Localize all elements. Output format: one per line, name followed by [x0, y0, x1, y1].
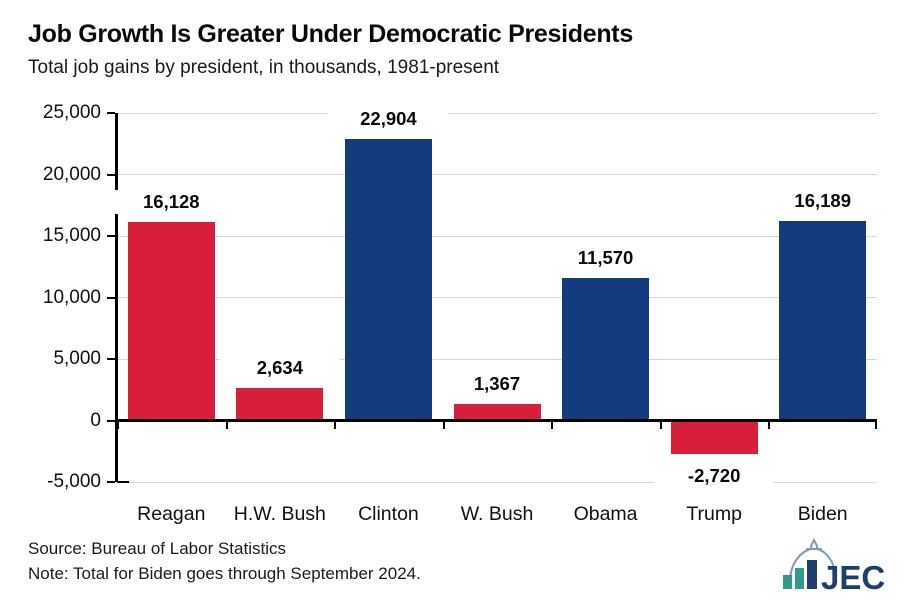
gridline: [117, 358, 877, 360]
x-axis-label: Reagan: [137, 503, 206, 525]
bar-value-label: 16,189: [762, 189, 883, 214]
bar-value-label: 11,570: [545, 246, 666, 271]
x-axis-tick: [117, 422, 119, 429]
y-axis-tick: [107, 419, 115, 422]
y-axis-tick-label: 15,000: [42, 225, 101, 246]
chart-subtitle: Total job gains by president, in thousan…: [28, 57, 500, 78]
x-axis-label: H.W. Bush: [233, 503, 326, 525]
bar-obama: [562, 278, 650, 419]
bar-w-bush: [453, 403, 541, 419]
y-axis-tick: [107, 112, 115, 114]
y-axis-corner-tick: [117, 480, 129, 483]
capitol-dome-icon: [789, 538, 837, 583]
y-axis-tick: [107, 296, 115, 299]
jec-logo: JEC: [783, 538, 885, 596]
x-axis-tick: [334, 422, 337, 429]
logo-bars-icon: [783, 560, 817, 589]
bar-biden: [779, 221, 867, 419]
x-axis-tick: [659, 422, 662, 429]
x-axis-tick: [442, 422, 445, 429]
x-axis-tick: [875, 422, 877, 429]
bar-trump: [670, 422, 758, 454]
x-axis-label: Biden: [797, 503, 848, 525]
y-axis-tick: [107, 173, 115, 176]
x-axis-tick: [551, 422, 554, 429]
gridline: [117, 235, 877, 237]
y-axis-tick-label: 20,000: [42, 163, 101, 185]
x-axis-line: [117, 419, 877, 422]
y-axis-tick-label: 25,000: [42, 102, 101, 123]
x-axis-label: Clinton: [358, 503, 419, 525]
x-axis-label: W. Bush: [460, 503, 534, 525]
bar-reagan: [127, 222, 215, 419]
y-axis-tick-label: 0: [90, 409, 101, 431]
y-axis-tick: [107, 481, 115, 483]
source-text: Source: Bureau of Labor Statistics: [28, 539, 286, 558]
x-axis-label: Trump: [686, 503, 742, 525]
bar-value-label: 1,367: [437, 371, 557, 396]
x-axis-tick: [768, 422, 771, 429]
bar-value-label: 22,904: [328, 106, 449, 131]
y-axis-tick-label: -5,000: [47, 471, 101, 492]
gridline: [117, 112, 877, 114]
logo-text: JEC: [821, 559, 885, 596]
y-axis-tick-label: 5,000: [53, 348, 101, 369]
x-axis-label: Obama: [573, 503, 638, 525]
bar-clinton: [344, 138, 432, 419]
y-axis-tick: [107, 235, 115, 237]
gridline: [117, 481, 877, 483]
gridline: [117, 297, 877, 298]
note-text: Note: Total for Biden goes through Septe…: [28, 564, 421, 583]
y-axis-tick: [107, 358, 115, 360]
bar-h-w-bush: [236, 388, 324, 419]
chart-title: Job Growth Is Greater Under Democratic P…: [28, 20, 633, 48]
y-axis-tick-label: 10,000: [42, 286, 101, 308]
y-axis-line: [115, 113, 118, 482]
bar-value-label: 16,128: [111, 190, 232, 215]
x-axis-tick: [225, 422, 228, 429]
bar-value-label: -2,720: [654, 463, 775, 488]
footer-text: Source: Bureau of Labor Statistics Note:…: [28, 536, 421, 586]
gridline: [117, 174, 877, 175]
bar-chart-plot: 25,000 20,000 15,000 10,000 5,000 0 -5,000 16,1…: [43, 102, 883, 525]
bar-value-label: 2,634: [219, 356, 340, 381]
